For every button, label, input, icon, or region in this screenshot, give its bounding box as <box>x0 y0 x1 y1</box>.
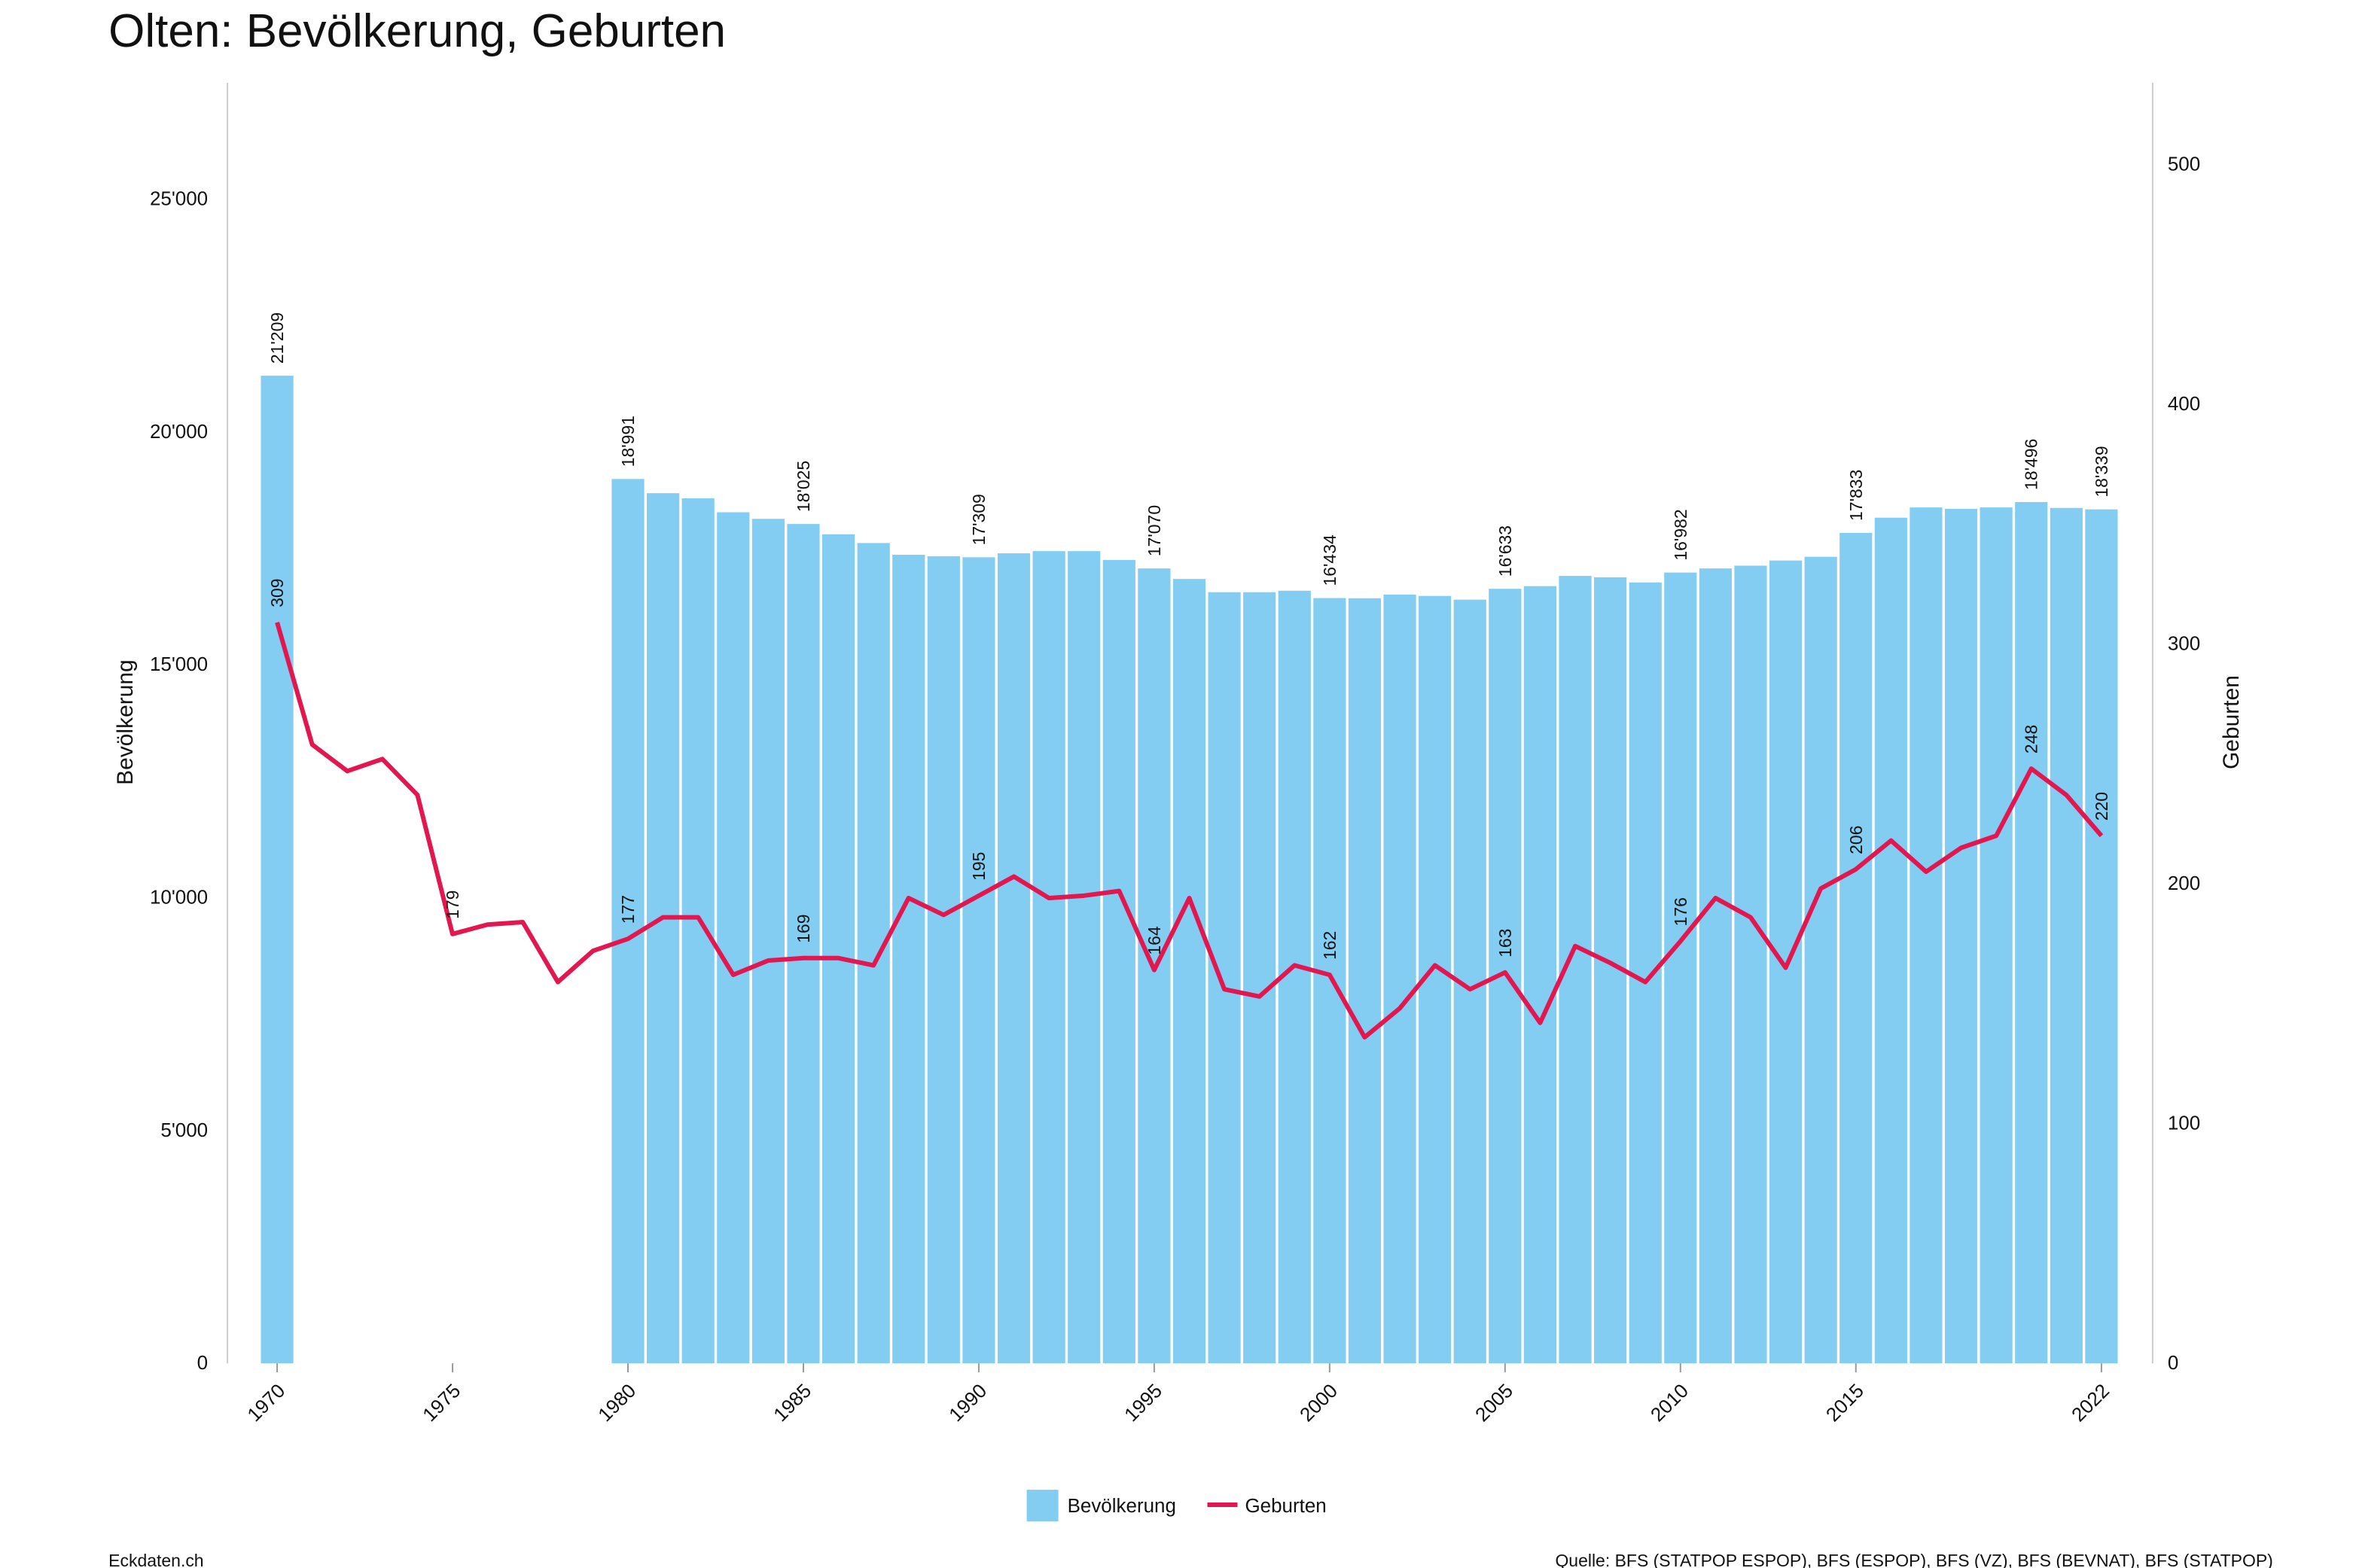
bar-1987 <box>857 543 890 1364</box>
left-tick-20000: 20'000 <box>150 420 208 443</box>
line-label-1975: 179 <box>443 891 462 919</box>
right-axis-label: Geburten <box>2219 675 2244 769</box>
x-tick-1975: 1975 <box>418 1379 465 1426</box>
bar-label-2015: 17'833 <box>1846 470 1866 521</box>
bar-1986 <box>821 534 855 1364</box>
bar-1989 <box>927 556 960 1364</box>
bar-1980 <box>611 479 645 1364</box>
line-label-1980: 177 <box>618 895 638 924</box>
bar-label-2020: 18'496 <box>2022 439 2041 490</box>
bar-2022 <box>2085 509 2118 1364</box>
bar-2006 <box>1523 586 1557 1364</box>
right-tick-400: 400 <box>2168 392 2200 415</box>
bar-2013 <box>1769 560 1803 1364</box>
bar-1988 <box>892 554 925 1364</box>
line-label-2005: 163 <box>1495 929 1515 958</box>
right-tick-300: 300 <box>2168 632 2200 654</box>
line-label-1995: 164 <box>1144 926 1164 955</box>
bar-label-1995: 17'070 <box>1144 505 1164 556</box>
bar-label-2000: 16'434 <box>1320 534 1340 586</box>
bar-2000 <box>1313 598 1346 1364</box>
bar-2017 <box>1910 507 1943 1364</box>
bar-2016 <box>1874 517 1907 1364</box>
bar-1992 <box>1032 551 1065 1364</box>
bar-1993 <box>1068 551 1101 1364</box>
right-tick-500: 500 <box>2168 152 2200 175</box>
bar-1982 <box>681 498 715 1364</box>
x-tick-2015: 2015 <box>1821 1379 1868 1426</box>
right-tick-0: 0 <box>2168 1351 2178 1374</box>
footer-brand: Eckdaten.ch <box>108 1551 203 1568</box>
line-label-1970: 309 <box>267 578 287 607</box>
bar-2012 <box>1734 565 1767 1364</box>
line-label-1990: 195 <box>969 852 989 881</box>
bar-1997 <box>1208 592 1241 1364</box>
bar-2010 <box>1664 572 1697 1364</box>
bar-2001 <box>1348 598 1382 1364</box>
bar-1970 <box>261 376 294 1364</box>
bar-1985 <box>787 524 820 1364</box>
bar-1996 <box>1172 579 1206 1364</box>
bar-1984 <box>751 519 785 1364</box>
bar-2015 <box>1839 532 1873 1364</box>
bar-1983 <box>717 512 750 1364</box>
left-tick-0: 0 <box>197 1351 208 1374</box>
bar-2002 <box>1383 594 1416 1364</box>
left-tick-15000: 15'000 <box>150 653 208 675</box>
bar-2021 <box>2050 507 2083 1364</box>
right-tick-200: 200 <box>2168 872 2200 894</box>
chart-title: Olten: Bevölkerung, Geburten <box>108 5 726 57</box>
bar-2009 <box>1629 582 1662 1364</box>
bar-label-1970: 21'209 <box>267 312 287 364</box>
line-label-2010: 176 <box>1671 897 1690 926</box>
bar-1998 <box>1243 592 1276 1364</box>
bar-2011 <box>1699 568 1732 1364</box>
legend-label-geburten: Geburten <box>1245 1494 1326 1517</box>
legend: Bevölkerung Geburten <box>1026 1490 1327 1522</box>
bar-2020 <box>2015 501 2048 1364</box>
footer-source: Quelle: BFS (STATPOP ESPOP), BFS (ESPOP)… <box>1555 1551 2272 1568</box>
x-tick-1985: 1985 <box>769 1379 815 1426</box>
legend-swatch-bevoelkerung <box>1026 1490 1059 1522</box>
line-label-2020: 248 <box>2022 725 2041 754</box>
bar-2018 <box>1944 508 1978 1364</box>
bar-label-2005: 16'633 <box>1495 525 1515 577</box>
line-label-2022: 220 <box>2092 792 2111 821</box>
x-tick-1970: 1970 <box>242 1379 289 1426</box>
left-tick-25000: 25'000 <box>150 187 208 210</box>
bar-1994 <box>1102 559 1135 1364</box>
x-tick-1990: 1990 <box>944 1379 991 1426</box>
bar-1990 <box>962 557 995 1364</box>
x-tick-2010: 2010 <box>1646 1379 1693 1426</box>
x-tick-1995: 1995 <box>1120 1379 1166 1426</box>
x-tick-2022: 2022 <box>2067 1379 2114 1426</box>
left-axis-label: Bevölkerung <box>113 659 138 785</box>
x-tick-2005: 2005 <box>1471 1379 1517 1426</box>
bar-2014 <box>1804 556 1837 1364</box>
left-tick-10000: 10'000 <box>150 886 208 909</box>
line-label-2015: 206 <box>1846 826 1866 854</box>
line-label-2000: 162 <box>1320 931 1340 960</box>
left-tick-5000: 5'000 <box>160 1119 208 1141</box>
x-tick-2000: 2000 <box>1295 1379 1342 1426</box>
bar-1981 <box>647 493 680 1364</box>
line-label-1985: 169 <box>794 914 813 942</box>
bar-label-2022: 18'339 <box>2092 446 2111 497</box>
bar-2019 <box>1980 507 2013 1364</box>
bar-label-2010: 16'982 <box>1671 509 1690 560</box>
right-tick-100: 100 <box>2168 1112 2200 1134</box>
bar-label-1980: 18'991 <box>618 416 638 467</box>
x-tick-1980: 1980 <box>593 1379 640 1426</box>
bar-label-1990: 17'309 <box>969 494 989 545</box>
legend-label-bevoelkerung: Bevölkerung <box>1068 1494 1176 1517</box>
bar-1991 <box>997 553 1031 1364</box>
bar-label-1985: 18'025 <box>794 461 813 512</box>
